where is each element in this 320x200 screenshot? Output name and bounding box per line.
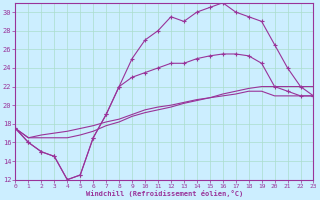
- X-axis label: Windchill (Refroidissement éolien,°C): Windchill (Refroidissement éolien,°C): [86, 190, 243, 197]
